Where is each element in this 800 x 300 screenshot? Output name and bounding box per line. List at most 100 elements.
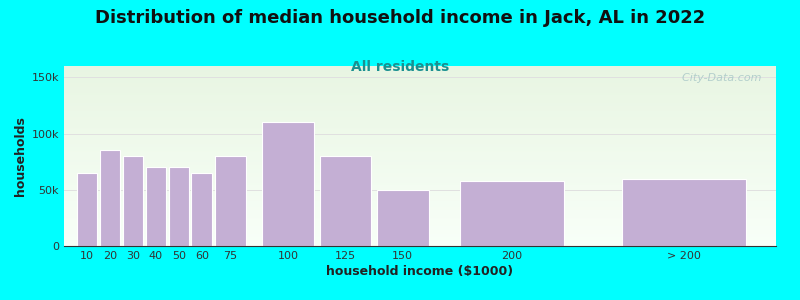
Bar	[64, 88, 776, 89]
Bar	[64, 93, 776, 94]
Bar	[64, 143, 776, 144]
Bar	[64, 204, 776, 205]
Bar	[64, 80, 776, 81]
Bar	[64, 102, 776, 103]
Text: City-Data.com: City-Data.com	[675, 73, 762, 83]
Bar	[64, 73, 776, 74]
Bar	[64, 199, 776, 200]
Bar	[64, 156, 776, 157]
Bar	[64, 170, 776, 171]
Bar	[64, 96, 776, 97]
Bar	[64, 216, 776, 217]
Bar	[64, 124, 776, 125]
Bar	[64, 161, 776, 162]
Bar	[64, 152, 776, 153]
Bar	[64, 213, 776, 214]
Bar	[64, 223, 776, 224]
Bar	[64, 115, 776, 116]
Bar	[64, 230, 776, 231]
Bar	[64, 180, 776, 181]
Bar	[64, 221, 776, 222]
Bar	[64, 146, 776, 147]
Bar	[64, 174, 776, 175]
Bar	[64, 94, 776, 95]
Bar	[64, 138, 776, 139]
Bar	[64, 116, 776, 117]
Bar	[64, 220, 776, 221]
Bar	[64, 160, 776, 161]
Bar	[64, 121, 776, 122]
Bar	[215, 156, 246, 246]
Bar	[64, 139, 776, 140]
Bar	[64, 214, 776, 215]
Bar	[169, 167, 189, 246]
Bar	[64, 210, 776, 211]
Bar	[64, 127, 776, 128]
Bar	[64, 105, 776, 106]
Bar	[64, 165, 776, 166]
Bar	[64, 97, 776, 98]
Bar	[64, 131, 776, 132]
Bar	[64, 245, 776, 246]
Bar	[64, 111, 776, 112]
Bar	[64, 212, 776, 213]
Bar	[64, 89, 776, 90]
Bar	[64, 158, 776, 159]
Bar	[64, 217, 776, 218]
Bar	[64, 201, 776, 202]
Bar	[64, 222, 776, 223]
Bar	[64, 133, 776, 134]
Bar	[64, 177, 776, 178]
Bar	[64, 135, 776, 136]
Bar	[64, 103, 776, 104]
Bar	[64, 85, 776, 86]
Bar	[64, 141, 776, 142]
Bar	[64, 155, 776, 156]
Bar	[64, 203, 776, 204]
Bar	[64, 107, 776, 108]
Bar	[64, 233, 776, 234]
Bar	[64, 181, 776, 182]
Bar	[64, 134, 776, 135]
Bar	[64, 100, 776, 101]
Bar	[64, 66, 776, 67]
Bar	[64, 193, 776, 194]
Bar	[64, 200, 776, 201]
Bar	[64, 229, 776, 230]
Bar	[64, 195, 776, 196]
Bar	[64, 226, 776, 227]
Bar	[64, 136, 776, 137]
Bar	[64, 182, 776, 183]
Bar	[64, 175, 776, 176]
Bar	[319, 156, 371, 246]
Bar	[64, 225, 776, 226]
Bar	[64, 163, 776, 164]
Bar	[64, 190, 776, 191]
Bar	[377, 190, 429, 246]
Bar	[64, 192, 776, 193]
Bar	[64, 95, 776, 96]
Bar	[64, 184, 776, 185]
Bar	[64, 241, 776, 242]
Bar	[64, 92, 776, 93]
Bar	[64, 99, 776, 100]
Bar	[64, 215, 776, 216]
Bar	[64, 228, 776, 229]
Bar	[64, 77, 776, 78]
Bar	[64, 108, 776, 109]
Bar	[64, 167, 776, 168]
Bar	[64, 114, 776, 115]
Bar	[64, 159, 776, 160]
Bar	[64, 149, 776, 150]
Bar	[191, 173, 212, 246]
Bar	[64, 196, 776, 197]
Bar	[64, 90, 776, 91]
Bar	[64, 75, 776, 76]
Bar	[64, 244, 776, 245]
Bar	[64, 231, 776, 232]
Bar	[64, 208, 776, 209]
Bar	[64, 68, 776, 69]
Bar	[64, 243, 776, 244]
Bar	[64, 86, 776, 87]
Bar	[64, 84, 776, 85]
